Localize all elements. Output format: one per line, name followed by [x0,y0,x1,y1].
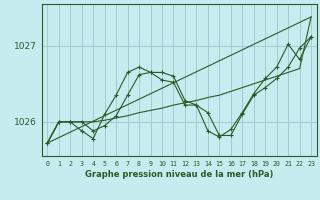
X-axis label: Graphe pression niveau de la mer (hPa): Graphe pression niveau de la mer (hPa) [85,170,273,179]
